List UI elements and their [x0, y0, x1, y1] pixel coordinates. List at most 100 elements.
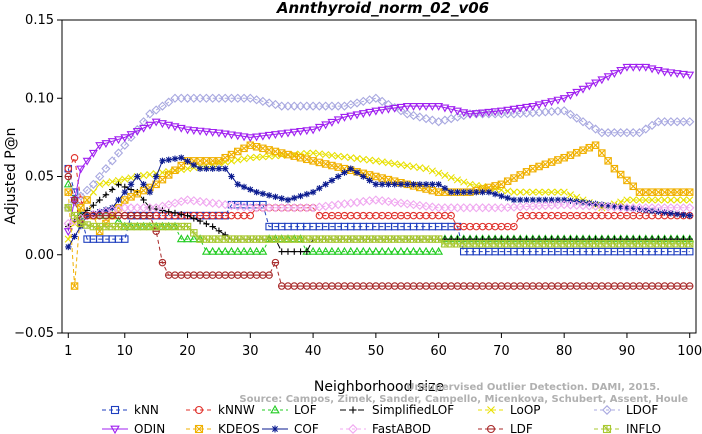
data-point-inflo [171, 222, 179, 231]
data-point-ldf [64, 172, 73, 181]
data-point-odin [465, 110, 475, 119]
data-point-fastabod [641, 203, 651, 213]
data-point-kdeos [321, 160, 330, 168]
data-point-cof [416, 181, 424, 188]
data-point-ldof [653, 117, 663, 127]
data-point-cof [517, 196, 524, 204]
legend-label: COF [294, 422, 319, 434]
legend-label: SimplifiedLOF [372, 403, 454, 417]
data-point-ldof [647, 120, 657, 130]
data-point-ldof [578, 117, 588, 127]
data-point-odin [365, 108, 375, 117]
data-point-fastabod [415, 200, 425, 211]
data-point-fastabod [559, 200, 569, 210]
data-point-lof [358, 246, 368, 255]
data-point-ldof [666, 117, 676, 127]
data-point-ldof [145, 109, 155, 119]
data-point-odin [540, 99, 550, 108]
data-point-fastabod [521, 201, 532, 212]
data-point-cof [661, 209, 668, 216]
data-point-kdeos [623, 176, 631, 185]
data-point-cof [291, 194, 298, 202]
data-point-odin [208, 128, 218, 137]
data-point-simplifiedlof [196, 217, 204, 225]
y-tick-label: 0.15 [25, 13, 54, 28]
data-point-cof [127, 181, 135, 188]
data-point-odin [559, 95, 569, 104]
data-point-fastabod [396, 198, 406, 208]
data-point-ldof [641, 124, 651, 134]
data-point-loop [322, 151, 330, 159]
data-point-ldof [616, 128, 626, 138]
data-point-kdeos [171, 166, 179, 174]
data-point-loop [158, 168, 167, 177]
data-point-loop [403, 162, 411, 170]
data-point-fastabod [434, 203, 444, 213]
data-point-kdeos [560, 153, 568, 162]
data-point-loop [642, 196, 650, 204]
data-point-odin [352, 111, 362, 120]
data-point-kdeos [177, 161, 186, 170]
data-point-odin [95, 142, 105, 150]
data-point-ldof [226, 93, 237, 103]
data-point-odin [409, 102, 418, 111]
data-point-fastabod [220, 200, 230, 210]
data-point-ldof [634, 128, 645, 138]
legend-item-cof: COF [262, 422, 319, 434]
data-point-odin [70, 196, 80, 205]
data-point-simplifiedlof [291, 248, 298, 255]
data-point-lof [176, 234, 186, 243]
data-point-odin [653, 66, 663, 75]
data-point-cof [473, 188, 480, 196]
data-point-cof [548, 196, 555, 204]
data-point-cof [360, 173, 367, 180]
data-point-odin [647, 65, 657, 74]
y-tick-label: 0.00 [25, 248, 54, 263]
data-point-odin [402, 102, 412, 111]
data-point-odin [164, 121, 174, 130]
data-point-kdeos [70, 282, 79, 290]
data-point-lof [258, 246, 268, 255]
data-point-fastabod [120, 203, 130, 213]
data-point-inflo [102, 222, 110, 231]
series-inflo [64, 204, 694, 248]
data-point-lof [352, 246, 362, 255]
data-point-loop [246, 154, 254, 162]
data-point-ldof [427, 115, 437, 125]
data-point-knnw [246, 211, 255, 220]
data-point-cof [121, 188, 128, 196]
data-point-fastabod [471, 203, 481, 213]
data-point-ldof [371, 93, 381, 103]
data-point-loop [259, 153, 267, 161]
data-point-loop [340, 153, 349, 161]
data-point-fastabod [509, 202, 519, 212]
series-odin [63, 63, 695, 237]
legend-label: KDEOS [218, 422, 260, 434]
legend-item-lof: LOF [262, 403, 317, 417]
data-point-cof [171, 155, 179, 162]
data-point-fastabod [189, 196, 199, 206]
data-point-ldf [265, 271, 273, 279]
data-point-ldof [201, 93, 211, 103]
legend-label: LOF [294, 403, 317, 417]
data-point-ldof [164, 97, 174, 107]
data-point-cof [259, 190, 267, 197]
data-point-odin [145, 121, 155, 130]
x-tick-label: 50 [368, 344, 385, 359]
data-point-odin [321, 121, 331, 130]
data-point-fastabod [295, 203, 306, 213]
data-point-odin [553, 96, 563, 105]
data-point-kdeos [667, 188, 675, 196]
data-point-loop [265, 152, 273, 160]
data-point-ldof [151, 105, 161, 115]
data-point-ldof [270, 99, 281, 110]
data-point-odin [296, 128, 305, 136]
series-layer [63, 63, 695, 290]
data-point-simplifiedlof [109, 186, 116, 193]
data-point-ldof [603, 128, 613, 138]
data-point-loop [328, 151, 336, 159]
data-point-fastabod [289, 203, 299, 213]
data-point-cof [215, 165, 223, 172]
data-point-ldof [120, 140, 130, 150]
data-point-cof [435, 181, 442, 188]
